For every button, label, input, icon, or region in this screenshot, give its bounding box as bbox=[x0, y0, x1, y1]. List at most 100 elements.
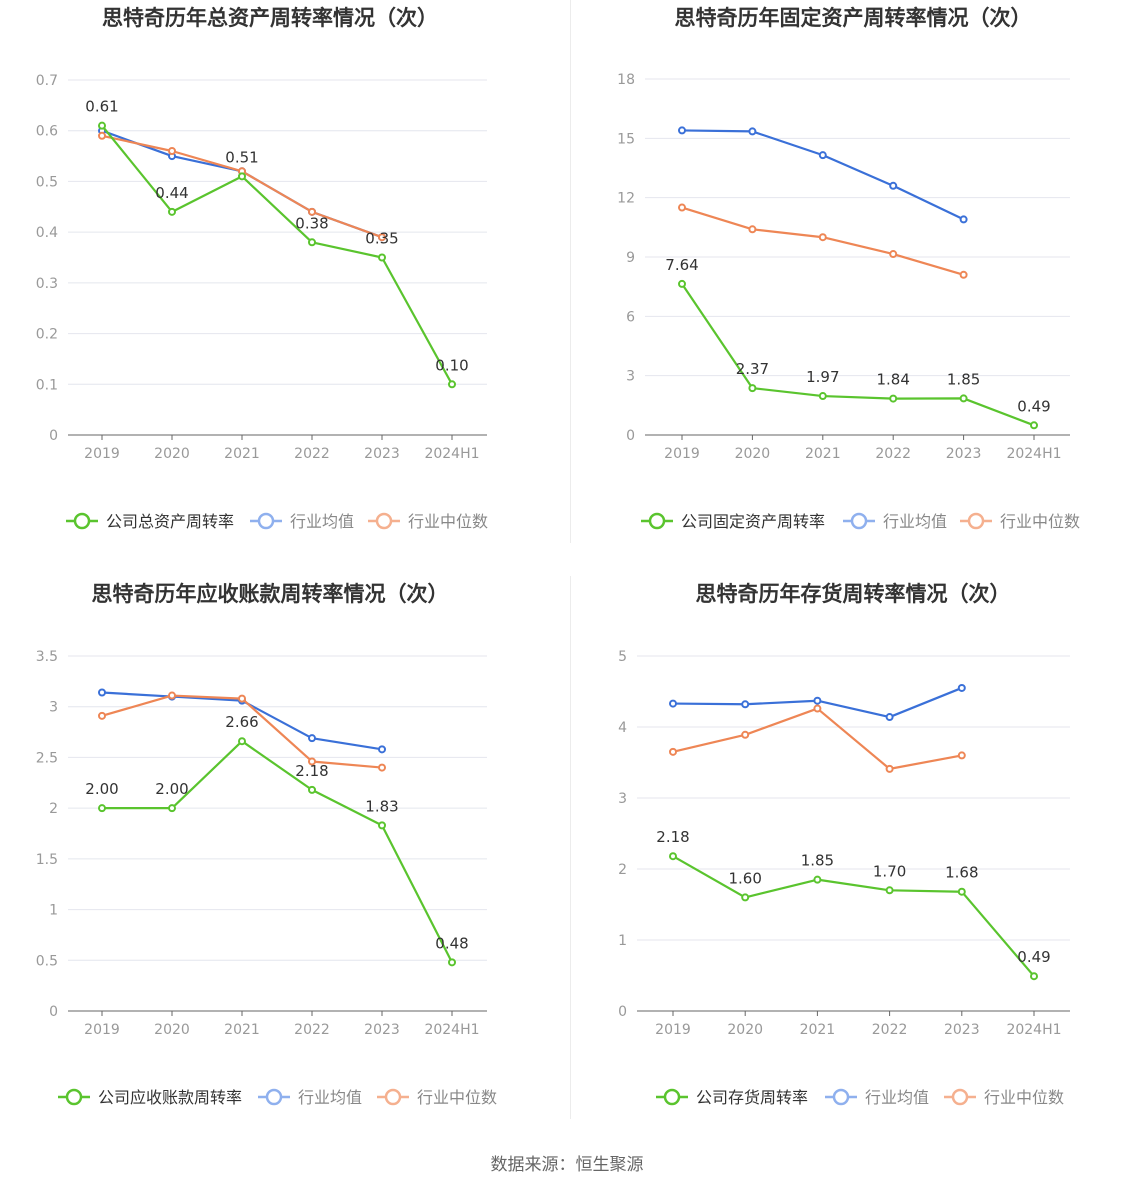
panel-divider-bottom bbox=[570, 576, 571, 1119]
chart-title: 思特奇历年应收账款周转率情况（次） bbox=[92, 582, 449, 606]
legend-item-avg[interactable]: 行业均值 bbox=[843, 512, 947, 531]
data-point-median[interactable] bbox=[813, 704, 822, 713]
series-line-company bbox=[681, 283, 1035, 427]
data-point-median[interactable] bbox=[748, 225, 757, 234]
data-point-avg[interactable] bbox=[741, 700, 750, 709]
data-point-company[interactable] bbox=[748, 384, 757, 393]
data-label: 2.18 bbox=[295, 762, 328, 780]
legend-label: 公司应收账款周转率 bbox=[98, 1088, 242, 1107]
data-point-median[interactable] bbox=[98, 131, 106, 140]
legend-item-avg[interactable]: 行业均值 bbox=[258, 1088, 362, 1107]
legend-item-median[interactable]: 行业中位数 bbox=[377, 1088, 497, 1107]
data-point-company[interactable] bbox=[678, 279, 686, 288]
x-tick-label: 2020 bbox=[727, 1022, 763, 1038]
data-point-company[interactable] bbox=[448, 380, 456, 389]
data-point-median[interactable] bbox=[669, 747, 677, 756]
data-point-median[interactable] bbox=[378, 763, 386, 772]
data-point-median[interactable] bbox=[378, 233, 386, 242]
legend-label: 行业均值 bbox=[883, 512, 947, 531]
data-point-company[interactable] bbox=[168, 804, 176, 813]
data-point-company[interactable] bbox=[238, 172, 246, 181]
data-point-company[interactable] bbox=[168, 207, 176, 216]
data-point-avg[interactable] bbox=[959, 215, 968, 224]
data-point-company[interactable] bbox=[885, 886, 894, 895]
data-point-median[interactable] bbox=[885, 764, 894, 773]
data-point-company[interactable] bbox=[959, 394, 968, 403]
legend-label: 公司总资产周转率 bbox=[106, 512, 234, 531]
data-point-company[interactable] bbox=[669, 852, 677, 861]
legend-item-median[interactable]: 行业中位数 bbox=[960, 512, 1080, 531]
data-point-median[interactable] bbox=[678, 203, 686, 212]
data-point-median[interactable] bbox=[308, 207, 316, 216]
data-point-avg[interactable] bbox=[98, 688, 106, 697]
data-point-company[interactable] bbox=[1030, 421, 1038, 430]
y-tick-label: 2 bbox=[49, 801, 58, 817]
data-point-median[interactable] bbox=[957, 751, 966, 760]
data-point-company[interactable] bbox=[813, 875, 822, 884]
legend-item-company[interactable]: 公司应收账款周转率 bbox=[58, 1088, 242, 1107]
data-point-median[interactable] bbox=[741, 730, 750, 739]
x-tick-label: 2022 bbox=[875, 446, 911, 462]
data-point-company[interactable] bbox=[98, 804, 106, 813]
data-point-company[interactable] bbox=[741, 893, 750, 902]
legend-item-company[interactable]: 公司总资产周转率 bbox=[66, 512, 234, 531]
series-line-company bbox=[101, 124, 453, 385]
data-point-company[interactable] bbox=[238, 737, 246, 746]
data-point-company[interactable] bbox=[378, 253, 386, 262]
data-point-avg[interactable] bbox=[957, 683, 966, 692]
legend-item-median[interactable]: 行业中位数 bbox=[368, 512, 488, 531]
x-tick-label: 2020 bbox=[735, 446, 771, 462]
data-point-avg[interactable] bbox=[818, 151, 827, 160]
data-point-company[interactable] bbox=[308, 238, 316, 247]
legend-item-avg[interactable]: 行业均值 bbox=[825, 1088, 929, 1107]
y-tick-label: 18 bbox=[617, 72, 635, 88]
y-tick-label: 3 bbox=[618, 791, 627, 807]
y-tick-label: 4 bbox=[618, 720, 627, 736]
data-point-company[interactable] bbox=[957, 887, 966, 896]
data-label: 2.37 bbox=[736, 360, 769, 378]
data-point-company[interactable] bbox=[378, 821, 386, 830]
legend-label: 行业中位数 bbox=[417, 1088, 497, 1107]
data-point-company[interactable] bbox=[98, 121, 106, 130]
legend-item-company[interactable]: 公司存货周转率 bbox=[656, 1088, 808, 1107]
legend-item-company[interactable]: 公司固定资产周转率 bbox=[641, 512, 825, 531]
data-point-median[interactable] bbox=[98, 711, 106, 720]
legend-item-avg[interactable]: 行业均值 bbox=[250, 512, 354, 531]
data-point-avg[interactable] bbox=[308, 734, 316, 743]
chart-fixed-asset-turnover: 思特奇历年固定资产周转率情况（次） 0 3 6 9 12 15 18 2019 2020 2021 2… bbox=[567, 0, 1134, 576]
data-point-median[interactable] bbox=[238, 694, 246, 703]
y-tick-label: 0.4 bbox=[36, 225, 58, 241]
chart-svg: 思特奇历年总资产周转率情况（次） 0 0.1 0.2 0.3 0.4 0.5 0.6 0.7 20… bbox=[36, 6, 488, 531]
x-tick-label: 2019 bbox=[664, 446, 700, 462]
y-tick-label: 1 bbox=[618, 933, 627, 949]
data-point-company[interactable] bbox=[308, 785, 316, 794]
data-point-avg[interactable] bbox=[748, 127, 757, 136]
chart-title: 思特奇历年存货周转率情况（次） bbox=[696, 582, 1011, 606]
data-label: 1.85 bbox=[801, 852, 834, 870]
data-point-median[interactable] bbox=[889, 250, 898, 259]
y-tick-label: 0.5 bbox=[36, 174, 58, 190]
x-tick-label: 2022 bbox=[294, 1022, 330, 1038]
y-tick-label: 0 bbox=[626, 428, 635, 444]
chart-title: 思特奇历年总资产周转率情况（次） bbox=[102, 6, 438, 30]
data-point-avg[interactable] bbox=[678, 126, 686, 135]
data-point-company[interactable] bbox=[448, 958, 456, 967]
chart-svg: 思特奇历年应收账款周转率情况（次） 0 0.5 1 1.5 2 2.5 3 3.5 2019 202… bbox=[36, 582, 497, 1107]
legend-item-median[interactable]: 行业中位数 bbox=[944, 1088, 1064, 1107]
data-point-avg[interactable] bbox=[378, 745, 386, 754]
data-point-company[interactable] bbox=[818, 392, 827, 401]
data-point-median[interactable] bbox=[168, 691, 176, 700]
data-point-median[interactable] bbox=[959, 270, 968, 279]
data-point-avg[interactable] bbox=[669, 699, 677, 708]
x-tick-label: 2024H1 bbox=[1006, 446, 1061, 462]
data-point-company[interactable] bbox=[1030, 972, 1038, 981]
data-point-avg[interactable] bbox=[885, 713, 894, 722]
data-point-company[interactable] bbox=[889, 394, 898, 403]
series-line-company bbox=[102, 740, 453, 963]
series-line-company bbox=[672, 855, 1035, 977]
data-point-avg[interactable] bbox=[813, 696, 822, 705]
data-point-median[interactable] bbox=[168, 147, 176, 155]
data-point-avg[interactable] bbox=[889, 181, 898, 190]
data-point-median[interactable] bbox=[818, 233, 827, 242]
data-point-median[interactable] bbox=[308, 757, 316, 766]
